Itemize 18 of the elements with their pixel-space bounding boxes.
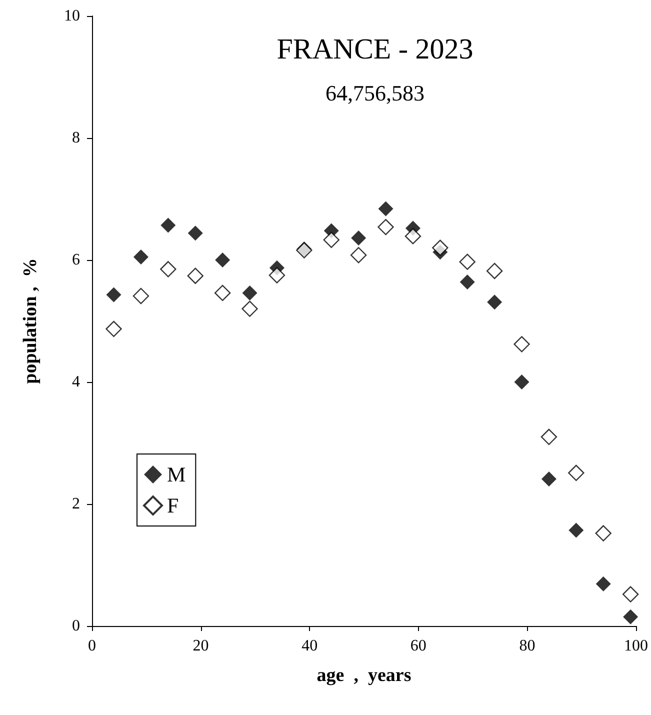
y-tick-label: 2 <box>72 496 80 512</box>
y-axis-title: population , % <box>20 258 41 384</box>
x-tick-label: 60 <box>410 638 426 654</box>
x-axis-title: age , years <box>316 665 412 686</box>
y-tick-label: 8 <box>72 130 80 146</box>
legend-label: F <box>167 494 179 518</box>
text: 64,756,583 <box>326 80 424 106</box>
y-tick-label: 0 <box>72 618 80 634</box>
y-tick-label: 10 <box>64 8 80 24</box>
x-tick-label: 20 <box>192 638 209 654</box>
x-tick-label: 0 <box>88 638 96 654</box>
y-tick-label: 4 <box>72 374 80 390</box>
text: FRANCE - 2023 <box>276 34 474 66</box>
x-tick-label: 40 <box>302 638 318 654</box>
legend-label: M <box>167 462 186 486</box>
x-tick-label: 80 <box>519 638 536 654</box>
x-tick-label: 100 <box>624 638 648 654</box>
y-tick-label: 6 <box>72 252 80 268</box>
